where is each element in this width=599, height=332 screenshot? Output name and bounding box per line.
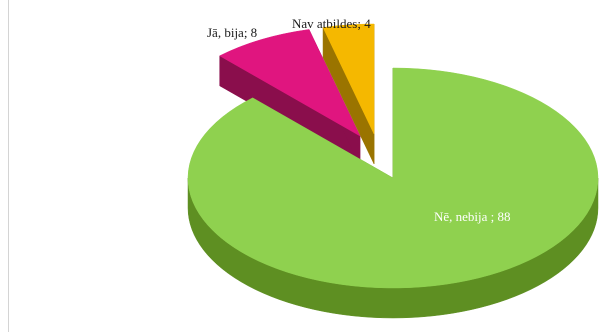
slice-ne-nebija bbox=[187, 67, 599, 289]
pie-labels: Nē, nebija ; 88 Jā, bija; 8 Nav atbildes… bbox=[207, 16, 511, 224]
slice-nav-atbildes bbox=[322, 23, 375, 135]
chart-frame-line bbox=[8, 0, 9, 332]
slice-label-ja-bija: Jā, bija; 8 bbox=[207, 25, 257, 40]
slice-label-ne-nebija: Nē, nebija ; 88 bbox=[434, 209, 511, 224]
slice-label-nav-atbildes: Nav atbildes; 4 bbox=[292, 16, 371, 31]
pie-tops bbox=[187, 23, 599, 289]
slice-ja-bija bbox=[219, 29, 361, 137]
